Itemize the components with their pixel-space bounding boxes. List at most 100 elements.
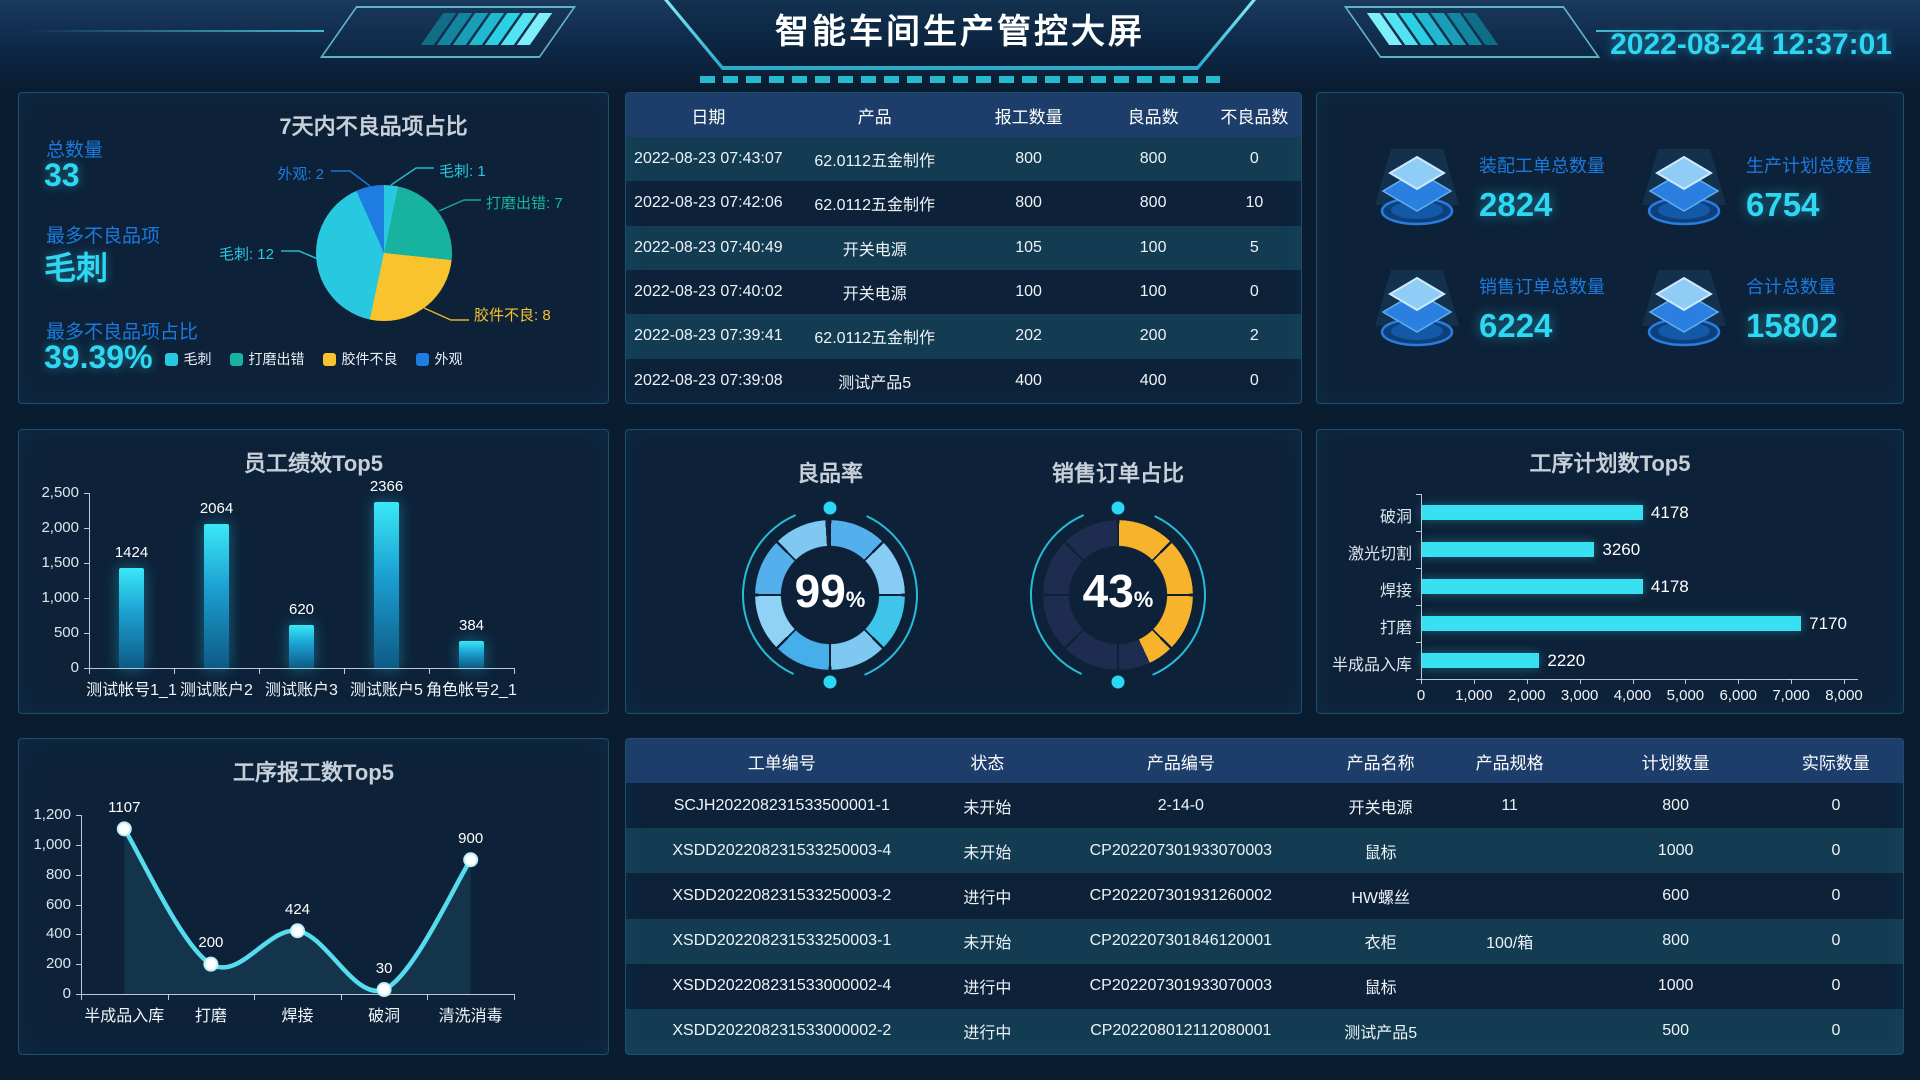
legend-item: 胶件不良 [322,349,398,369]
x-tick-label: 6,000 [1719,687,1758,704]
y-tick [1416,494,1421,495]
table-cell: 未开始 [963,799,1012,817]
report-table-panel: 日期 产品 报工数量 良品数 不良品数 2022-08-23 07:43:07 62.011… [625,92,1302,404]
table-cell: 200 [1139,327,1167,345]
x-tick [427,994,429,1000]
gauge-decoration-arcs [741,501,918,689]
column-header: 日期 [691,107,726,127]
table-cell: SCJH202208231533500001-1 [673,796,890,814]
gauge-decoration-arcs [1030,501,1206,689]
total-count-label: 总数量 [46,140,104,161]
line-category-label: 破洞 [368,1008,401,1025]
y-tick [84,528,89,529]
table-row: 2022-08-23 07:40:49 开关电源 105 100 5 [626,225,1301,270]
column-header: 良品数 [1127,107,1179,127]
legend-item: 打磨出错 [229,349,305,369]
line-series [116,821,479,998]
stack-icon [1642,148,1726,225]
table-cell: 鼠标 [1364,844,1397,862]
table-cell: CP202207301846120001 [1089,932,1273,950]
table-cell: 0 [1831,841,1841,859]
table-cell: 进行中 [963,1025,1012,1043]
x-axis-line [1421,679,1858,680]
y-axis-line [89,493,90,668]
table-cell: 1000 [1657,977,1694,995]
table-row: XSDD202208231533250003-4 未开始 CP20220730193… [626,828,1903,874]
legend-swatch-icon [415,352,429,366]
table-cell: XSDD202208231533000002-2 [672,1022,892,1040]
bar [119,568,144,668]
pie-slice-label: 打磨出错: 7 [486,195,563,212]
table-row: 2022-08-23 07:42:06 62.0112五金制作 800 800 10 [626,181,1301,225]
y-axis-line [81,815,82,994]
table-cell: 进行中 [963,980,1012,998]
sales-orders-card: 销售订单总数量 6224 [1343,248,1610,369]
defect-panel-title: 7天内不良品项占比 [279,114,468,139]
bar-value-label: 4178 [1650,576,1689,596]
x-tick-label: 2,000 [1507,687,1546,704]
header-bar: 智能车间生产管控大屏 2022-08-24 12:37:01 [0,0,1920,90]
y-tick-label: 600 [45,895,71,913]
table-cell: XSDD202208231533250003-4 [672,841,892,859]
y-tick-label: 1,500 [41,554,79,571]
y-tick [76,994,81,995]
defect-ratio-panel: 7天内不良品项占比 总数量 33 最多不良品项 毛刺 最多不良品项占比 39.3… [18,92,609,404]
x-tick [167,994,169,1000]
x-tick-label: 0 [1416,687,1426,704]
top-defect-value: 毛刺 [44,250,109,286]
bar-value-label: 384 [458,617,485,635]
x-tick [1791,679,1793,684]
y-tick-label: 1,200 [33,806,71,823]
bar-value-label: 3260 [1602,539,1641,559]
x-tick [81,994,82,1000]
table-cell: 400 [1015,371,1042,389]
y-tick-label: 200 [45,955,71,973]
table-cell: 800 [1139,150,1167,168]
x-tick [340,994,342,1000]
table-cell: 202 [1015,327,1042,345]
pie-slice-label: 毛刺: 12 [218,246,274,263]
table-header-row: 日期 产品 报工数量 良品数 不良品数 [626,93,1301,137]
bar-value-label: 4178 [1650,502,1689,522]
y-tick [1416,642,1421,643]
bar [1422,653,1540,668]
bar [289,624,314,668]
table-row: 2022-08-23 07:39:41 62.0112五金制作 202 200 2 [626,314,1301,359]
gauges-panel: 良品率 销售订单占比 99% 43% [625,429,1302,714]
gauge-value-number: 99 [794,565,846,617]
point-value-label: 900 [458,829,484,847]
gauge-value-unit: % [845,587,866,612]
column-header: 产品规格 [1475,753,1544,773]
grand-total-value: 15802 [1746,306,1838,344]
stack-icon [1642,269,1726,346]
work-order-table: 工单编号 状态 产品编号 产品名称 产品规格 计划数量 实际数量 SCJH2022082315… [626,739,1903,1054]
bar-category-label: 测试账户3 [265,682,338,699]
table-cell: 62.0112五金制作 [814,197,936,215]
x-tick [254,994,256,1000]
totals-grid: 装配工单总数量 2824 生产计划总数量 6754 销售订单总数量 [1317,93,1903,403]
line-category-label: 半成品入库 [84,1008,165,1025]
pie-callout-lines [281,167,481,321]
table-cell: 开关电源 [842,241,907,259]
table-cell: 0 [1249,150,1259,168]
grand-total-label: 合计总数量 [1746,276,1836,297]
table-row: 2022-08-23 07:40:02 开关电源 100 100 0 [626,270,1301,314]
pie-slice-label: 外观: 2 [277,166,324,183]
column-header: 产品编号 [1146,753,1215,773]
x-tick [1579,679,1581,684]
table-row: SCJH202208231533500001-1 未开始 2-14-0 开关电源 11 8… [626,783,1903,828]
pie-slice-label: 胶件不良: 8 [474,307,551,324]
table-row: XSDD202208231533250003-1 未开始 CP20220730184… [626,918,1903,964]
y-tick [84,563,89,564]
stack-icon [1375,148,1459,225]
gauge-ring [1043,520,1193,670]
point-value-label: 30 [375,959,393,977]
gauge-value: 43% [1043,564,1193,618]
assembly-orders-value: 2824 [1479,185,1553,223]
top-defect-ratio-label: 最多不良品项占比 [46,322,199,343]
column-header: 工单编号 [747,753,816,773]
table-cell: 600 [1662,886,1689,904]
table-cell: 100 [1139,283,1167,301]
line-category-label: 打磨 [194,1008,227,1025]
bar-category-label: 破洞 [1379,508,1412,526]
